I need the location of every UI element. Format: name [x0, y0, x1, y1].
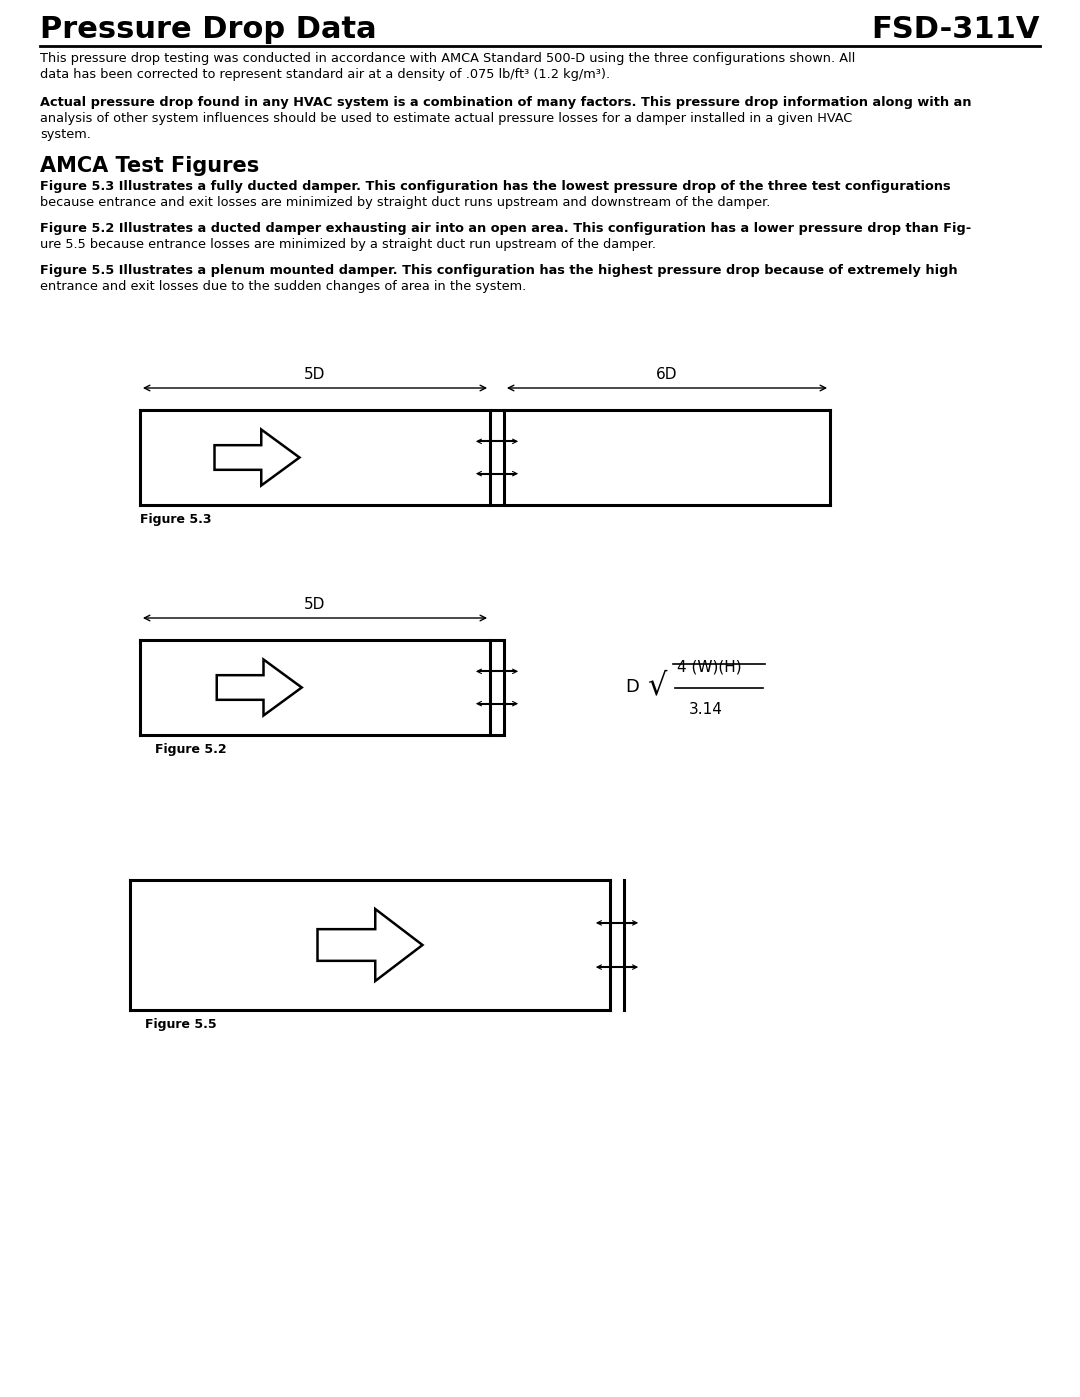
Text: Figure 5.3: Figure 5.3	[140, 513, 212, 527]
Text: Pressure Drop Data: Pressure Drop Data	[40, 15, 377, 43]
Text: Figure 5.2 Illustrates a ducted damper exhausting air into an open area. This co: Figure 5.2 Illustrates a ducted damper e…	[40, 222, 971, 235]
Text: Figure 5.3 Illustrates a fully ducted damper. This configuration has the lowest : Figure 5.3 Illustrates a fully ducted da…	[40, 180, 950, 193]
Text: √: √	[647, 671, 666, 700]
Text: Figure 5.5 Illustrates a plenum mounted damper. This configuration has the highe: Figure 5.5 Illustrates a plenum mounted …	[40, 264, 958, 277]
Text: system.: system.	[40, 129, 91, 141]
Text: This pressure drop testing was conducted in accordance with AMCA Standard 500-D : This pressure drop testing was conducted…	[40, 52, 855, 66]
Text: 5D: 5D	[305, 367, 326, 381]
Text: AMCA Test Figures: AMCA Test Figures	[40, 156, 259, 176]
Text: 6D: 6D	[657, 367, 678, 381]
Text: analysis of other system influences should be used to estimate actual pressure l: analysis of other system influences shou…	[40, 112, 852, 124]
Text: 4 (W)(H): 4 (W)(H)	[677, 659, 742, 675]
Text: entrance and exit losses due to the sudden changes of area in the system.: entrance and exit losses due to the sudd…	[40, 279, 526, 293]
Text: D: D	[625, 679, 639, 697]
Text: Actual pressure drop found in any HVAC system is a combination of many factors. : Actual pressure drop found in any HVAC s…	[40, 96, 972, 109]
Text: Figure 5.2: Figure 5.2	[156, 743, 227, 756]
Text: data has been corrected to represent standard air at a density of .075 lb/ft³ (1: data has been corrected to represent sta…	[40, 68, 610, 81]
Text: FSD-311V: FSD-311V	[872, 15, 1040, 43]
Text: because entrance and exit losses are minimized by straight duct runs upstream an: because entrance and exit losses are min…	[40, 196, 770, 210]
Text: ure 5.5 because entrance losses are minimized by a straight duct run upstream of: ure 5.5 because entrance losses are mini…	[40, 237, 656, 251]
Text: 3.14: 3.14	[689, 703, 723, 718]
Text: 5D: 5D	[305, 597, 326, 612]
Text: Figure 5.5: Figure 5.5	[145, 1018, 217, 1031]
